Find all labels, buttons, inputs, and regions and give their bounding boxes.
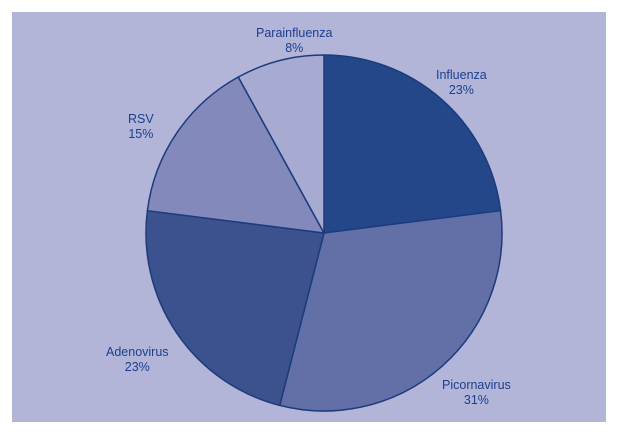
label-picornavirus-name: Picornavirus	[442, 378, 511, 392]
pie-slice-influenza	[323, 54, 502, 234]
label-rsv-value: 15%	[128, 127, 154, 141]
label-influenza-name: Influenza	[436, 68, 487, 82]
label-picornavirus-value: 31%	[463, 393, 489, 407]
label-influenza: Influenza 23%	[436, 68, 487, 98]
label-parainfluenza-name: Parainfluenza	[256, 26, 333, 40]
pie-slice-rsv	[146, 76, 325, 234]
label-rsv-name: RSV	[128, 112, 154, 126]
label-rsv: RSV 15%	[128, 112, 154, 142]
label-adenovirus-value: 23%	[124, 360, 150, 374]
pie-slice-picornavirus	[278, 209, 503, 412]
label-adenovirus-name: Adenovirus	[106, 345, 169, 359]
label-influenza-value: 23%	[448, 83, 474, 97]
pie-slice-parainfluenza	[237, 54, 325, 234]
label-parainfluenza: Parainfluenza 8%	[256, 26, 332, 56]
label-picornavirus: Picornavirus 31%	[442, 378, 511, 408]
chart-panel: Influenza 23% Picornavirus 31% Adenoviru…	[12, 12, 606, 422]
label-parainfluenza-value: 8%	[285, 41, 304, 55]
label-adenovirus: Adenovirus 23%	[106, 345, 169, 375]
pie-chart	[145, 54, 503, 412]
pie-slice-adenovirus	[145, 209, 325, 407]
